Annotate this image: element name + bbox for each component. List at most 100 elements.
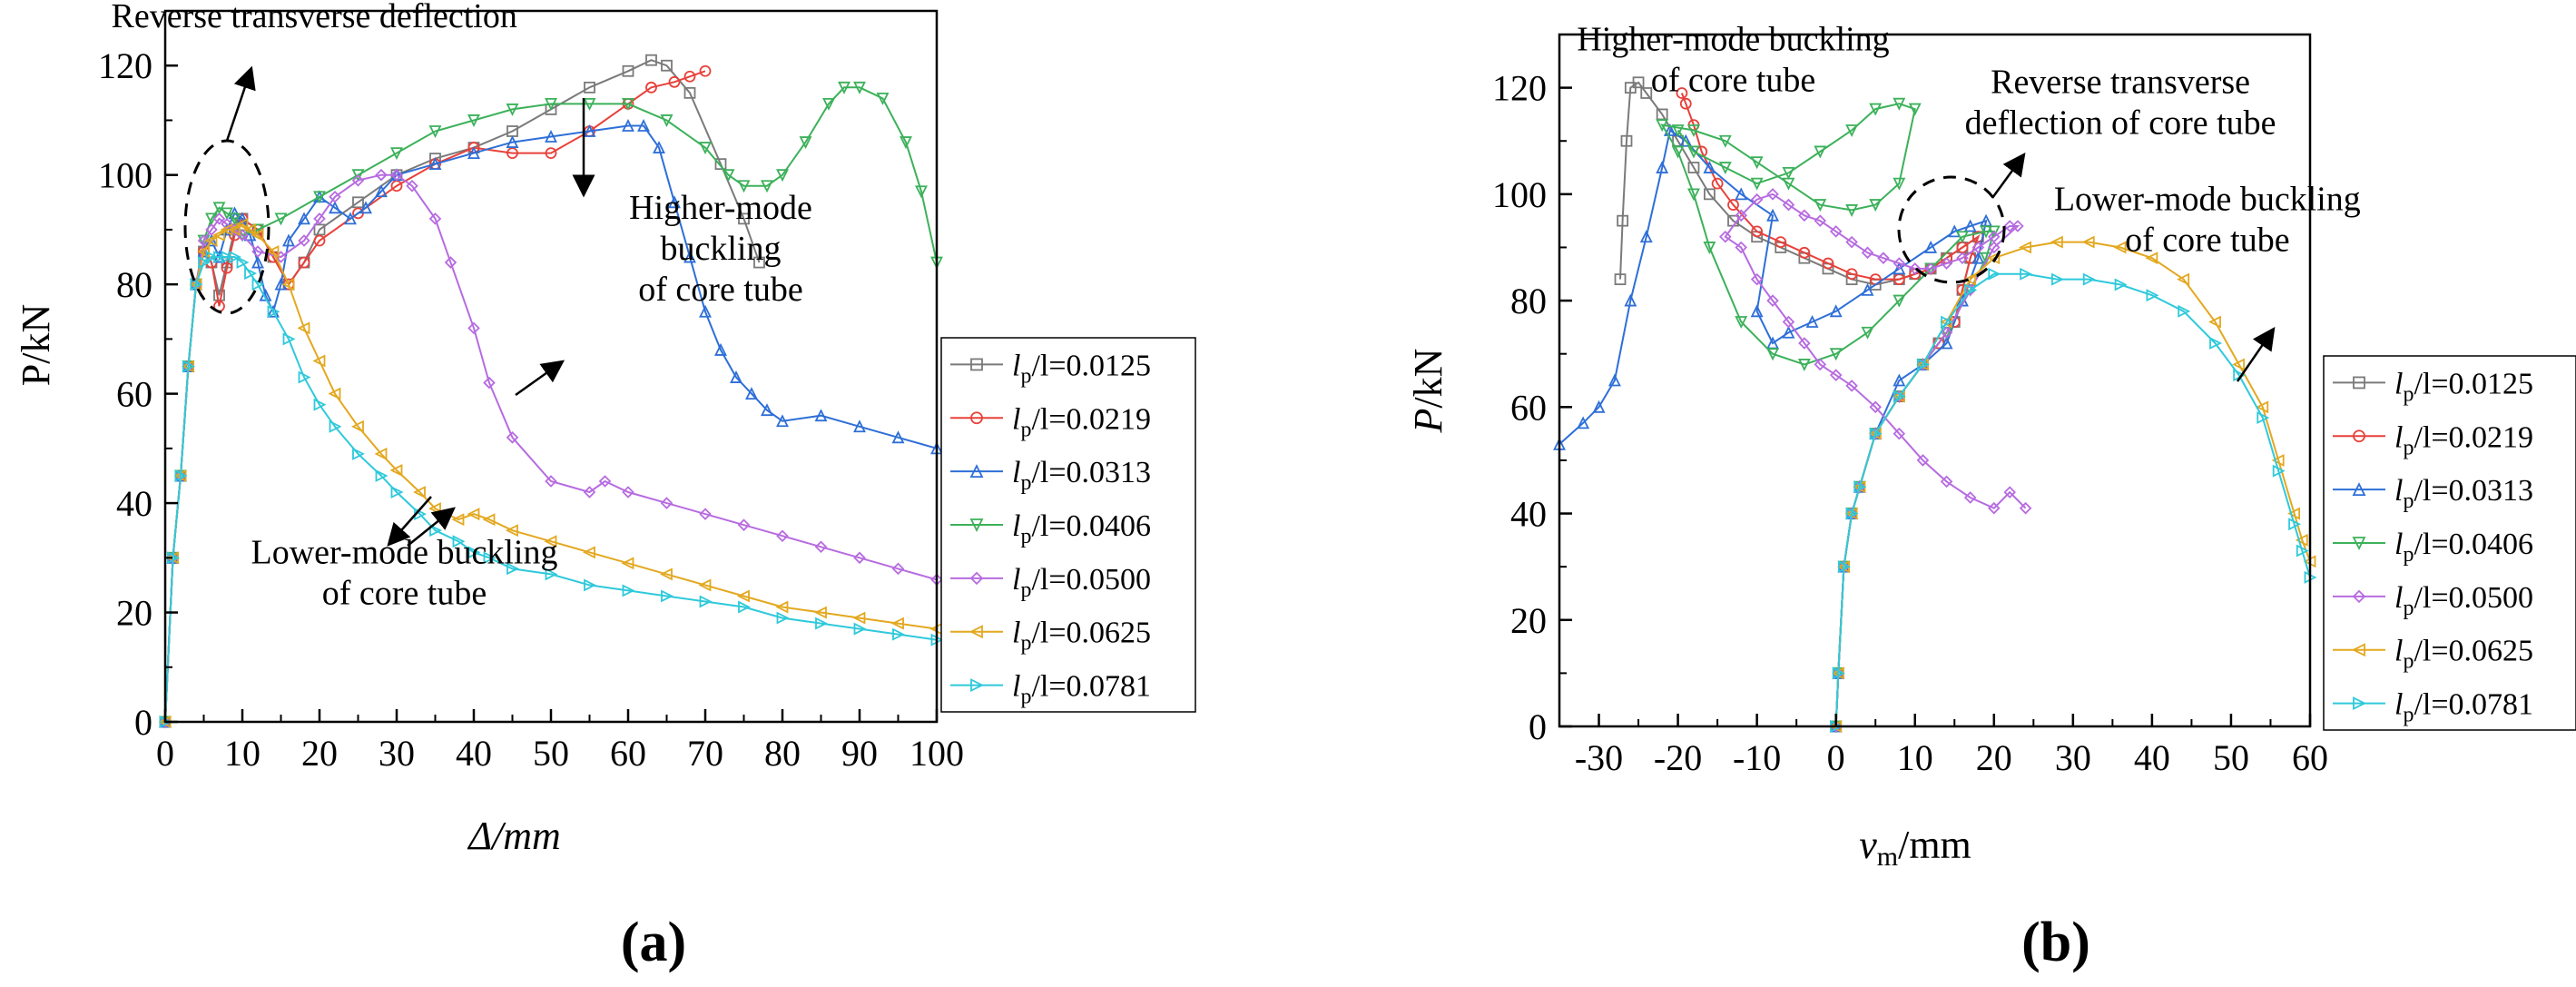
data-point [482, 513, 496, 527]
data-point [1869, 103, 1883, 116]
legend: lp/l=0.0125 lp/l=0.0219 lp/l=0.0313 lp/l=0.… [940, 337, 1196, 713]
data-point [281, 278, 295, 291]
data-point [451, 513, 465, 527]
x-axis-ticks: 0 10 20 30 40 50 60 70 80 90 100 [156, 709, 964, 774]
data-point [813, 606, 827, 619]
data-point [182, 360, 196, 373]
data-point [738, 212, 750, 225]
data-point [352, 447, 366, 460]
data-point [221, 262, 233, 274]
data-point [621, 557, 634, 570]
data-point [645, 81, 657, 94]
data-point [853, 551, 866, 565]
data-point [660, 114, 673, 127]
y-tick-label: 80 [1510, 281, 1547, 321]
annotation-arrow [1991, 152, 2026, 199]
data-point [2019, 501, 2032, 515]
annotation-lower-mode-b: Lower-mode buckling of core tube [2054, 180, 2361, 259]
data-point [329, 419, 342, 433]
x-tick-label: 30 [379, 733, 415, 774]
data-point [1766, 348, 1779, 361]
data-point [274, 212, 288, 226]
data-point [853, 419, 866, 433]
data-point [668, 195, 681, 209]
data-point [1750, 156, 1764, 170]
legend-label: lp/l=0.0219 [2394, 420, 2533, 459]
data-point [1956, 252, 1969, 264]
series-0.0625 [1829, 235, 2316, 733]
series-0.0219 [159, 64, 712, 728]
data-point [1924, 240, 1938, 253]
x-tick-label: 60 [2292, 737, 2328, 778]
y-axis-title: P/kN [1406, 349, 1450, 434]
data-point [505, 524, 518, 538]
legend-item: lp/l=0.0406 [2333, 528, 2533, 567]
data-point [838, 81, 850, 94]
data-point [227, 222, 241, 236]
legend-item: lp/l=0.0625 [950, 617, 1151, 656]
data-point [359, 201, 372, 214]
data-point [1577, 416, 1590, 429]
data-point [1703, 161, 1716, 173]
data-point [737, 180, 751, 193]
x-tick-label: 50 [533, 733, 569, 774]
x-tick-label: 30 [2055, 737, 2091, 778]
data-point [483, 376, 496, 390]
data-point [428, 157, 442, 171]
panel-label: (b) [2021, 912, 2090, 973]
data-point [876, 92, 890, 105]
data-point [467, 321, 480, 335]
x-tick-label: 0 [156, 733, 174, 774]
data-point [545, 147, 557, 160]
data-point [2177, 272, 2190, 286]
data-point [2208, 315, 2221, 329]
data-point [653, 141, 665, 153]
data-point [374, 447, 388, 460]
data-point [298, 370, 311, 384]
data-point [582, 546, 595, 559]
data-point [661, 589, 674, 603]
data-point [2050, 235, 2063, 249]
data-point [622, 584, 635, 597]
legend-label: lp/l=0.0125 [2394, 367, 2533, 406]
data-point [351, 173, 365, 187]
annotation-arrow [515, 360, 565, 397]
y-tick-label: 40 [1510, 494, 1547, 535]
data-point [1727, 199, 1739, 211]
data-point [298, 212, 310, 225]
data-point [2352, 589, 2366, 604]
data-point [1750, 272, 1764, 286]
series-line [164, 256, 938, 723]
legend-item: lp/l=0.0500 [2333, 581, 2533, 620]
y-tick-label: 60 [1510, 387, 1547, 428]
data-point [297, 321, 310, 335]
data-point [390, 486, 404, 498]
data-point [737, 518, 751, 531]
data-point [1679, 133, 1693, 147]
data-point [1805, 315, 1819, 328]
data-point [1845, 268, 1858, 281]
data-point [467, 546, 481, 559]
x-tick-label: 40 [2134, 737, 2170, 778]
x-tick-label: 10 [224, 733, 261, 774]
series-0.0313 [159, 118, 943, 728]
y-tick-label: 60 [116, 374, 152, 415]
legend-item: lp/l=0.0125 [2333, 367, 2533, 406]
data-point [506, 147, 518, 160]
data-point [1893, 262, 1906, 275]
data-point [1671, 145, 1685, 159]
data-point [622, 64, 634, 77]
x-tick-label: 40 [456, 733, 492, 774]
data-point [1687, 124, 1700, 138]
data-point [1814, 145, 1827, 159]
y-axis-ticks: 0 20 40 60 80 100 120 [98, 45, 178, 743]
data-point [1829, 369, 1843, 381]
data-point [776, 169, 789, 183]
data-point [622, 486, 634, 498]
data-point [2178, 304, 2191, 318]
x-tick-label: 50 [2213, 737, 2249, 778]
y-tick-label: 20 [1510, 600, 1547, 641]
x-axis-ticks: -30 -20 -10 0 10 20 30 40 50 60 [1575, 714, 2328, 778]
data-point [968, 625, 983, 639]
legend-label: lp/l=0.0125 [1012, 349, 1151, 388]
